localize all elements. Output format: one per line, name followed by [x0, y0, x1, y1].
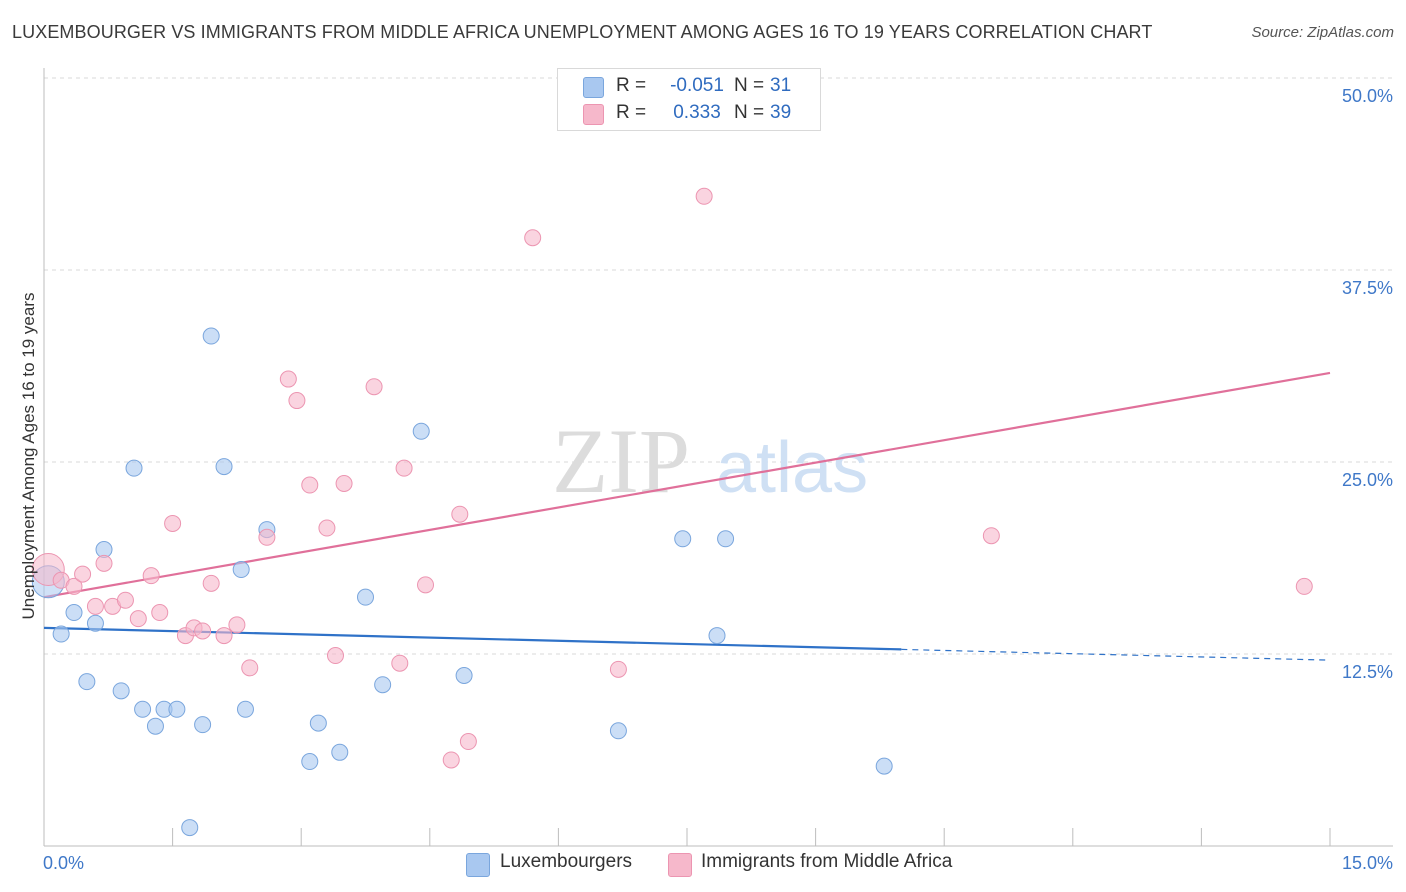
point-luxembourgers	[134, 700, 152, 718]
point-luxembourgers	[717, 530, 735, 548]
legend-swatch-immigrants	[668, 853, 692, 877]
y-axis-label: Unemployment Among Ages 16 to 19 years	[19, 293, 38, 620]
point-immigrants	[215, 627, 233, 645]
point-luxembourgers	[331, 743, 349, 761]
point-immigrants	[228, 616, 246, 634]
swatch-immigrants	[583, 104, 604, 125]
point-immigrants	[65, 577, 83, 595]
point-luxembourgers	[455, 667, 473, 685]
stats-legend: R = -0.051 N = 31 R = 0.333 N = 39	[557, 68, 821, 131]
point-immigrants	[279, 370, 297, 388]
point-immigrants	[442, 751, 460, 769]
point-immigrants	[95, 554, 113, 572]
point-luxembourgers	[86, 614, 104, 632]
point-immigrants	[288, 392, 306, 410]
source-credit: Source: ZipAtlas.com	[1251, 24, 1394, 41]
trend-line-luxembourgers-extension	[901, 648, 1331, 661]
point-immigrants	[365, 378, 383, 396]
point-immigrants	[451, 505, 469, 523]
point-immigrants	[164, 514, 182, 532]
data-points	[31, 81, 1313, 837]
r-value: 0.333	[673, 102, 721, 123]
r-label: R =	[616, 102, 647, 123]
point-immigrants	[74, 565, 92, 583]
n-value: 31	[770, 75, 792, 96]
point-immigrants	[86, 597, 104, 615]
point-immigrants	[391, 654, 409, 672]
watermark-zip: ZIP	[552, 410, 690, 512]
point-luxembourgers	[146, 717, 164, 735]
y-tick-labels: 12.5% 25.0% 37.5% 50.0%	[1342, 86, 1393, 682]
point-immigrants	[395, 459, 413, 477]
trend-line-immigrants	[43, 371, 1331, 599]
point-luxembourgers	[374, 676, 392, 694]
point-immigrants	[194, 622, 212, 640]
point-immigrants	[609, 660, 627, 678]
point-luxembourgers	[301, 753, 319, 771]
trend-line-luxembourgers	[43, 626, 902, 651]
point-immigrants	[202, 574, 220, 592]
point-immigrants	[258, 528, 276, 546]
point-luxembourgers	[194, 716, 212, 734]
point-luxembourgers	[609, 722, 627, 740]
point-immigrants	[142, 567, 160, 585]
point-luxembourgers	[875, 757, 893, 775]
point-immigrants	[129, 610, 147, 628]
point-immigrants	[326, 647, 344, 665]
point-immigrants	[151, 604, 169, 622]
point-luxembourgers	[412, 422, 430, 440]
point-luxembourgers	[52, 625, 70, 643]
point-luxembourgers	[236, 700, 254, 718]
y-tick-label: 37.5%	[1342, 278, 1393, 298]
point-immigrants	[459, 733, 477, 751]
watermark-atlas: atlas	[716, 428, 868, 508]
legend-label-immigrants: Immigrants from Middle Africa	[701, 851, 953, 872]
legend-swatch-luxembourgers	[466, 853, 490, 877]
r-value: -0.051	[670, 75, 724, 96]
point-immigrants	[695, 187, 713, 205]
y-tick-label: 50.0%	[1342, 86, 1393, 106]
point-luxembourgers	[215, 458, 233, 476]
point-immigrants	[417, 576, 435, 594]
point-immigrants	[524, 229, 542, 247]
y-tick-label: 25.0%	[1342, 470, 1393, 490]
point-luxembourgers	[65, 604, 83, 622]
legend-label-luxembourgers: Luxembourgers	[500, 851, 633, 872]
point-luxembourgers	[357, 588, 374, 606]
chart-title: LUXEMBOURGER VS IMMIGRANTS FROM MIDDLE A…	[12, 22, 1153, 42]
point-luxembourgers	[78, 673, 96, 691]
point-luxembourgers	[181, 819, 199, 837]
point-luxembourgers	[112, 682, 130, 700]
point-luxembourgers	[309, 714, 327, 732]
n-label: N =	[734, 75, 765, 96]
y-tick-label: 12.5%	[1342, 662, 1393, 682]
point-luxembourgers	[708, 627, 726, 645]
point-luxembourgers	[674, 530, 692, 548]
point-luxembourgers	[125, 459, 143, 477]
n-value: 39	[770, 102, 792, 123]
point-immigrants	[335, 475, 353, 493]
point-immigrants	[1295, 577, 1313, 595]
r-label: R =	[616, 75, 647, 96]
axes	[43, 68, 1393, 847]
point-immigrants	[241, 659, 259, 677]
point-immigrants	[318, 519, 336, 537]
x-tick-label-max: 15.0%	[1342, 853, 1393, 873]
point-immigrants	[116, 591, 134, 609]
point-immigrants	[982, 527, 1000, 545]
point-luxembourgers	[168, 700, 186, 718]
n-label: N =	[734, 102, 765, 123]
swatch-luxembourgers	[583, 77, 604, 98]
point-immigrants	[301, 476, 319, 494]
x-tick-label-min: 0.0%	[43, 853, 84, 873]
point-luxembourgers	[232, 561, 250, 579]
point-luxembourgers	[202, 327, 220, 345]
